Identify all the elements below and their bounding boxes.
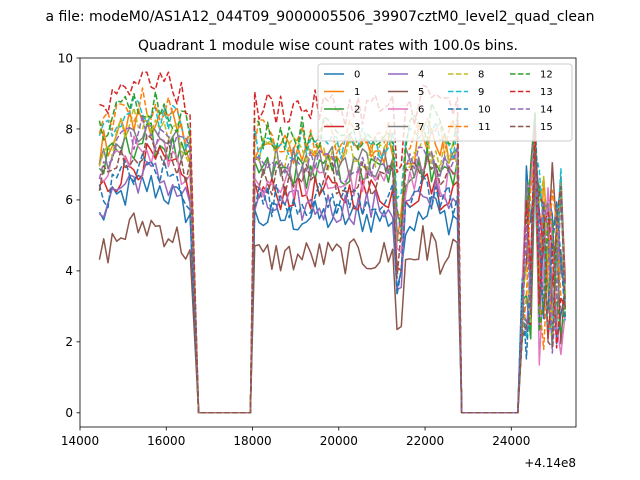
series-line-3: [98, 143, 566, 414]
x-tick-label: 18000: [233, 434, 271, 448]
legend-label-1: 1: [354, 87, 360, 98]
legend-label-0: 0: [354, 70, 360, 81]
series-line-14: [98, 114, 566, 414]
legend-label-8: 8: [478, 70, 484, 81]
series-line-5: [98, 112, 566, 414]
suptitle: a file: modeM0/AS1A12_044T09_9000005506_…: [46, 9, 595, 25]
legend-label-13: 13: [540, 87, 553, 98]
y-tick-label: 0: [65, 406, 73, 420]
legend-label-6: 6: [418, 105, 424, 116]
y-tick-label: 4: [65, 264, 73, 278]
legend-label-10: 10: [478, 105, 491, 116]
series-line-4: [98, 136, 566, 414]
x-tick-label: 22000: [406, 434, 444, 448]
x-tick-label: 24000: [492, 434, 530, 448]
y-tick-label: 2: [65, 335, 73, 349]
series-line-10: [98, 112, 566, 414]
legend-label-15: 15: [540, 122, 553, 133]
y-tick-label: 10: [58, 51, 73, 65]
legend-label-4: 4: [418, 70, 424, 81]
legend-label-14: 14: [540, 105, 553, 116]
chart-title: Quadrant 1 module wise count rates with …: [138, 38, 518, 54]
legend-box: [317, 63, 573, 142]
plot-frame: [79, 57, 577, 428]
legend-label-2: 2: [354, 105, 360, 116]
legend-label-3: 3: [354, 122, 360, 133]
legend-label-7: 7: [418, 122, 424, 133]
legend-label-5: 5: [418, 87, 424, 98]
x-tick-label: 16000: [147, 434, 185, 448]
legend-label-11: 11: [478, 122, 491, 133]
legend-label-12: 12: [540, 70, 553, 81]
series-line-7: [98, 115, 566, 414]
series-line-0: [98, 165, 566, 414]
series-line-6: [98, 117, 566, 414]
x-offset-text: +4.14e8: [524, 456, 576, 470]
y-tick-label: 6: [65, 193, 73, 207]
series-line-9: [98, 96, 566, 414]
legend-label-9: 9: [478, 87, 484, 98]
series-line-2: [98, 122, 566, 414]
y-tick-label: 8: [65, 122, 73, 136]
x-tick-label: 20000: [320, 434, 358, 448]
series-line-15: [98, 133, 566, 414]
x-tick-label: 14000: [61, 434, 99, 448]
